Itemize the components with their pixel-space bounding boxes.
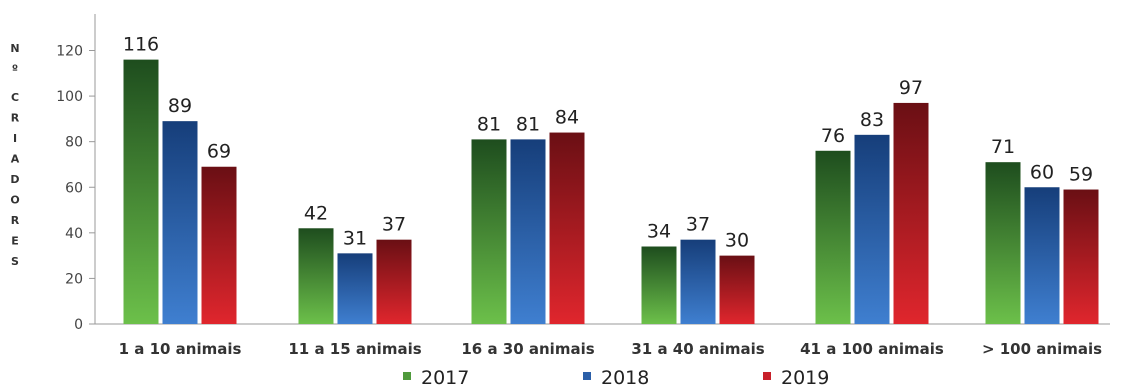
- category-label: 31 a 40 animais: [631, 340, 764, 358]
- bar-2018: [680, 239, 716, 324]
- bar-2018: [337, 253, 373, 324]
- y-axis-label-char: O: [10, 194, 19, 207]
- bar-2018: [162, 121, 198, 324]
- data-label: 76: [821, 125, 845, 147]
- y-axis-label-char: S: [11, 255, 19, 268]
- data-label: 59: [1069, 164, 1093, 186]
- category-label: 16 a 30 animais: [461, 340, 594, 358]
- data-label: 31: [343, 227, 367, 249]
- bar-2019: [893, 102, 929, 324]
- bar-2019: [1063, 189, 1099, 324]
- data-label: 34: [647, 221, 671, 243]
- legend-swatch-2018: [583, 372, 591, 380]
- bars: [123, 59, 1099, 324]
- y-tick-label: 0: [74, 317, 83, 333]
- data-label: 116: [123, 34, 159, 56]
- data-label: 37: [686, 214, 710, 236]
- y-tick-label: 120: [56, 44, 83, 60]
- bar-2017: [985, 162, 1021, 324]
- legend-label: 2019: [781, 367, 829, 389]
- bar-2018: [510, 139, 546, 324]
- data-labels: 116 89 69 42 31 37 81 81 84 34 37 30 76 83 97 71 60 59: [123, 34, 1093, 252]
- data-label: 69: [207, 141, 231, 163]
- axes: 0 20 40 60 80 100 120: [56, 14, 1110, 333]
- data-label: 84: [555, 107, 579, 129]
- y-axis-label-char: I: [13, 132, 17, 145]
- y-axis-label-char: C: [11, 91, 19, 104]
- bar-2017: [815, 150, 851, 324]
- y-tick-label: 80: [65, 135, 83, 151]
- category-label: 11 a 15 animais: [288, 340, 421, 358]
- y-axis-label-char: R: [11, 112, 20, 125]
- data-label: 81: [477, 113, 501, 135]
- data-label: 97: [899, 77, 923, 99]
- data-label: 37: [382, 214, 406, 236]
- bar-2019: [201, 166, 237, 324]
- legend-swatch-2019: [763, 372, 771, 380]
- bar-2019: [549, 132, 585, 324]
- bar-2017: [298, 228, 334, 324]
- data-label: 89: [168, 95, 192, 117]
- data-label: 30: [725, 230, 749, 252]
- bar-2017: [471, 139, 507, 324]
- legend-label: 2018: [601, 367, 649, 389]
- category-label: > 100 animais: [982, 340, 1102, 358]
- data-label: 81: [516, 113, 540, 135]
- bar-2019: [376, 239, 412, 324]
- data-label: 42: [304, 202, 328, 224]
- y-tick-label: 20: [65, 271, 83, 287]
- y-axis-label-char: R: [11, 214, 20, 227]
- category-label: 1 a 10 animais: [119, 340, 242, 358]
- y-axis-label-char: º: [12, 63, 18, 76]
- bar-2018: [1024, 187, 1060, 324]
- legend-label: 2017: [421, 367, 469, 389]
- y-axis-label-char: E: [11, 235, 19, 248]
- y-tick-label: 100: [56, 89, 83, 105]
- bar-2017: [123, 59, 159, 324]
- y-axis-label-char: N: [10, 42, 19, 55]
- legend-swatch-2017: [403, 372, 411, 380]
- y-axis-label-char: D: [10, 173, 19, 186]
- category-label: 41 a 100 animais: [800, 340, 944, 358]
- category-labels: 1 a 10 animais 11 a 15 animais 16 a 30 ani…: [119, 340, 1103, 358]
- bar-2017: [641, 246, 677, 324]
- y-tick-label: 60: [65, 180, 83, 196]
- legend: 2017 2018 2019: [403, 367, 829, 389]
- y-axis-label-char: A: [11, 153, 20, 166]
- data-label: 71: [991, 136, 1015, 158]
- y-tick-label: 40: [65, 226, 83, 242]
- data-label: 60: [1030, 161, 1054, 183]
- bar-2018: [854, 134, 890, 324]
- bar-2019: [719, 255, 755, 324]
- data-label: 83: [860, 109, 884, 131]
